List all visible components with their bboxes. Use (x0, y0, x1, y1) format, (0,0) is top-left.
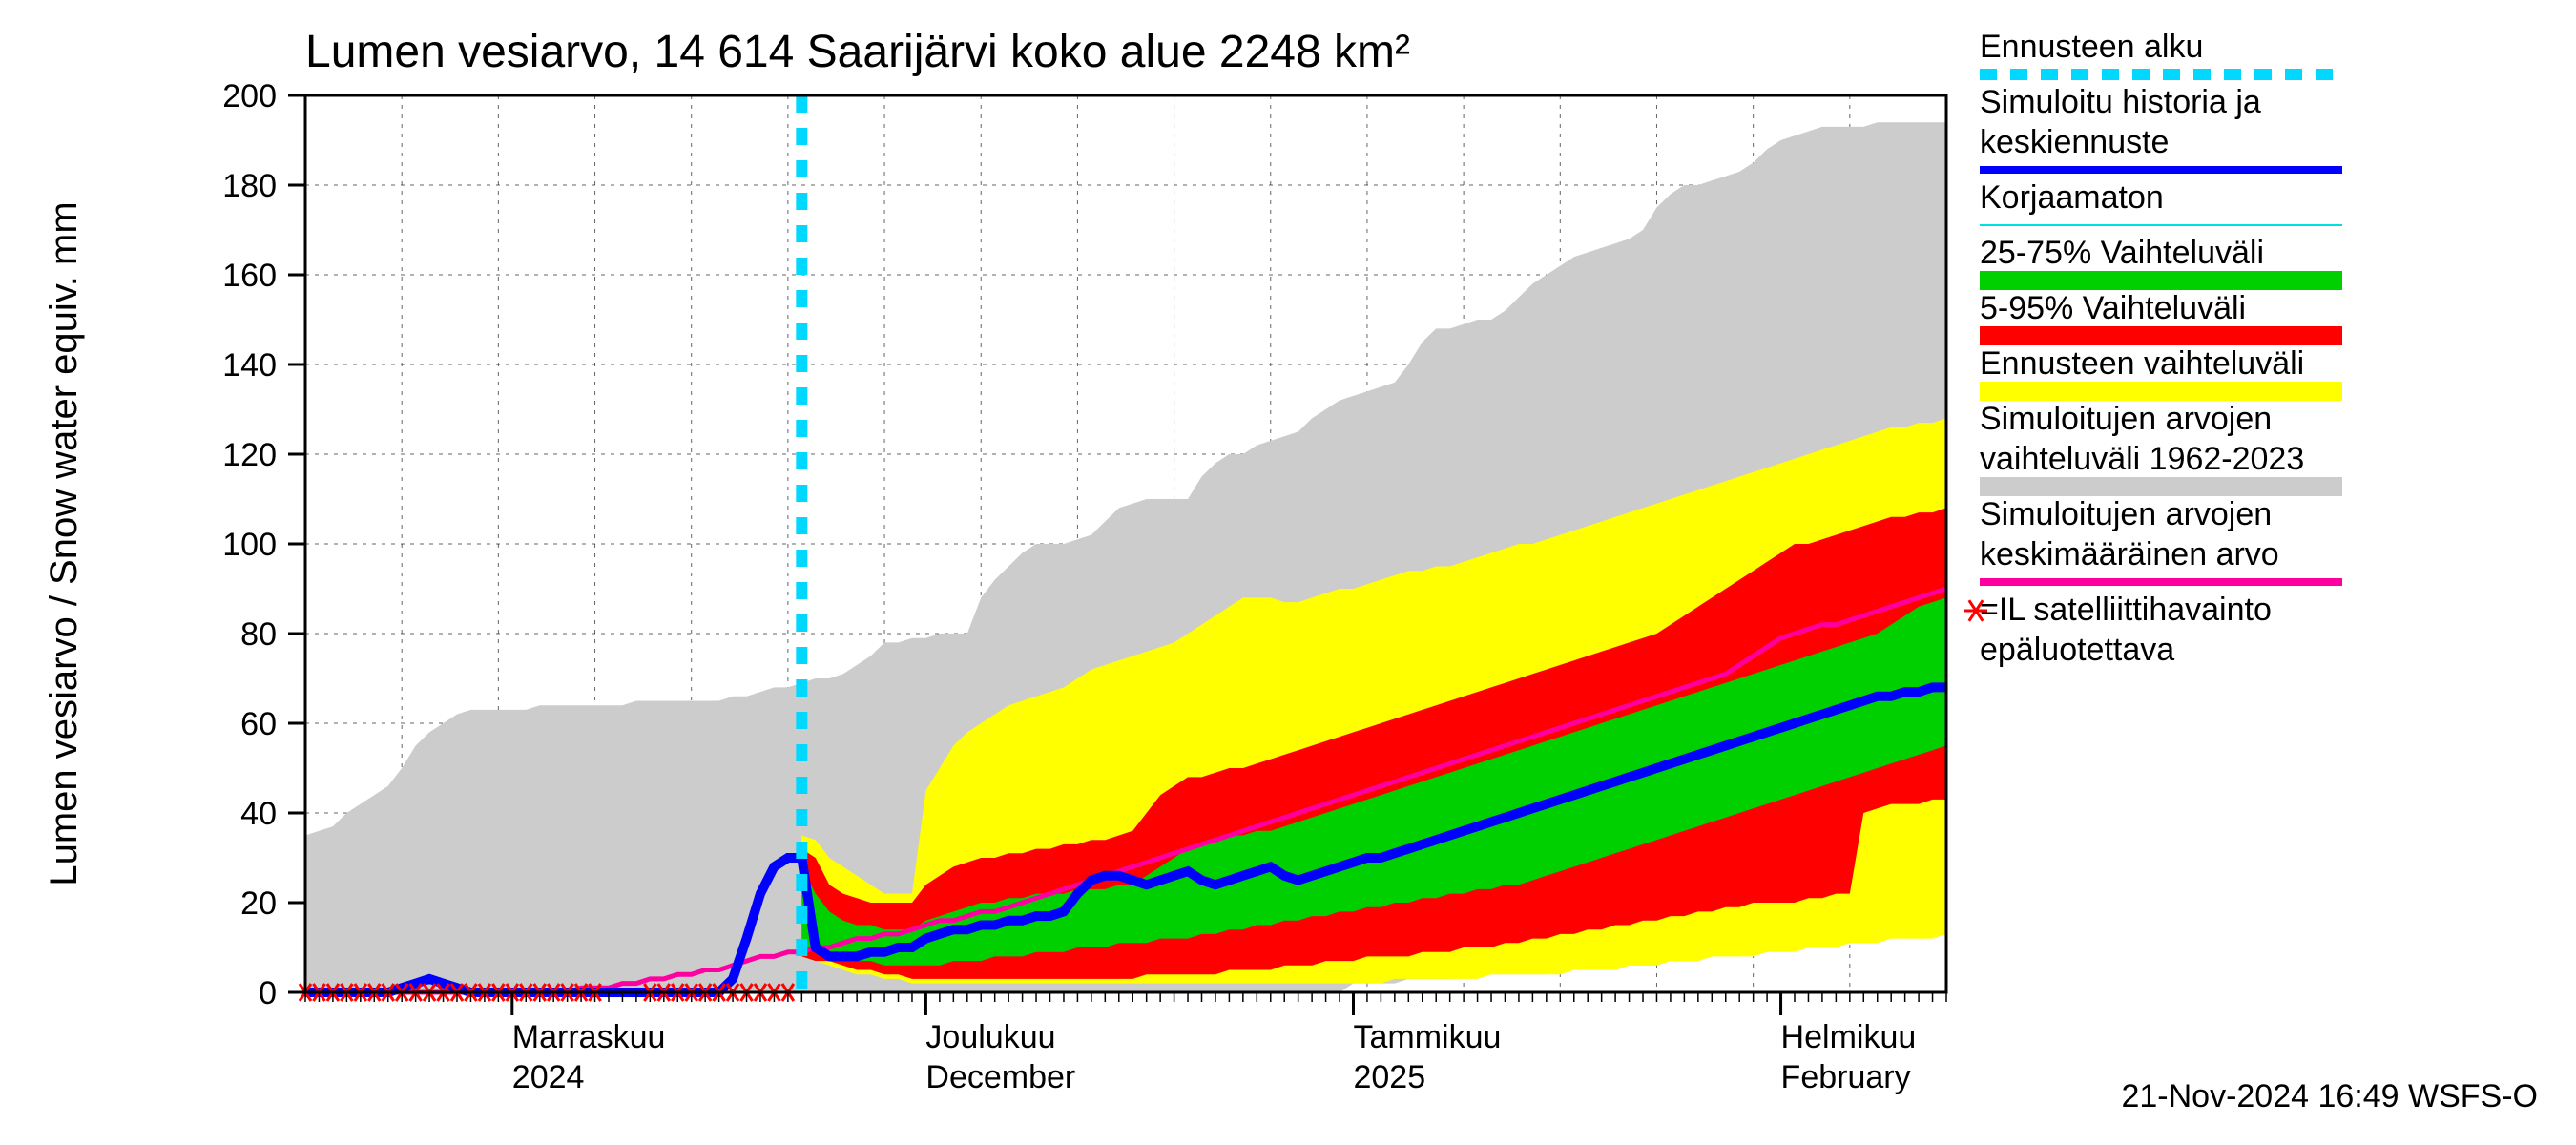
legend-label: Simuloitu historia ja (1980, 84, 2261, 120)
legend-label: Simuloitujen arvojen (1980, 496, 2272, 532)
legend-label: 5-95% Vaihteluväli (1980, 290, 2246, 326)
y-tick: 140 (222, 347, 277, 384)
y-tick: 180 (222, 168, 277, 204)
snow-water-chart: 0 20 40 60 80 100 120 140 160 180 200 Marraskuu 2024… (0, 0, 2576, 1145)
legend-swatch (1980, 271, 2342, 290)
y-axis-label: Lumen vesiarvo / Snow water equiv. mm (43, 201, 85, 885)
legend-label: =IL satelliittihavainto (1980, 592, 2272, 628)
x-month-label2: 2025 (1353, 1059, 1425, 1095)
legend-label: 25-75% Vaihteluväli (1980, 235, 2264, 271)
legend-swatch (1980, 477, 2342, 496)
legend-label: keskiennuste (1980, 124, 2169, 160)
legend-label: Korjaamaton (1980, 179, 2164, 216)
x-month-label: Tammikuu (1353, 1019, 1501, 1055)
y-tick: 80 (240, 616, 277, 653)
x-month-label: Joulukuu (925, 1019, 1055, 1055)
timestamp: 21-Nov-2024 16:49 WSFS-O (2121, 1078, 2538, 1114)
x-month-label2: 2024 (512, 1059, 585, 1095)
y-tick: 120 (222, 437, 277, 473)
legend-label: epäluotettava (1980, 632, 2174, 668)
chart-title: Lumen vesiarvo, 14 614 Saarijärvi koko a… (305, 27, 1410, 77)
y-tick: 0 (259, 975, 277, 1011)
x-month-label: Marraskuu (512, 1019, 666, 1055)
x-month-label: Helmikuu (1781, 1019, 1917, 1055)
legend-label: Ennusteen alku (1980, 29, 2203, 65)
y-tick: 200 (222, 78, 277, 114)
x-month-label2: December (925, 1059, 1075, 1095)
legend-swatch (1980, 382, 2342, 401)
legend-swatch (1980, 326, 2342, 345)
y-tick: 20 (240, 885, 277, 922)
x-month-label2: February (1781, 1059, 1911, 1095)
y-tick: 100 (222, 527, 277, 563)
legend-label: vaihteluväli 1962-2023 (1980, 441, 2304, 477)
y-tick: 160 (222, 258, 277, 294)
legend-label: Ennusteen vaihteluväli (1980, 345, 2304, 382)
y-tick: 40 (240, 796, 277, 832)
y-tick: 60 (240, 706, 277, 742)
legend-label: keskimääräinen arvo (1980, 536, 2279, 572)
legend-label: Simuloitujen arvojen (1980, 401, 2272, 437)
